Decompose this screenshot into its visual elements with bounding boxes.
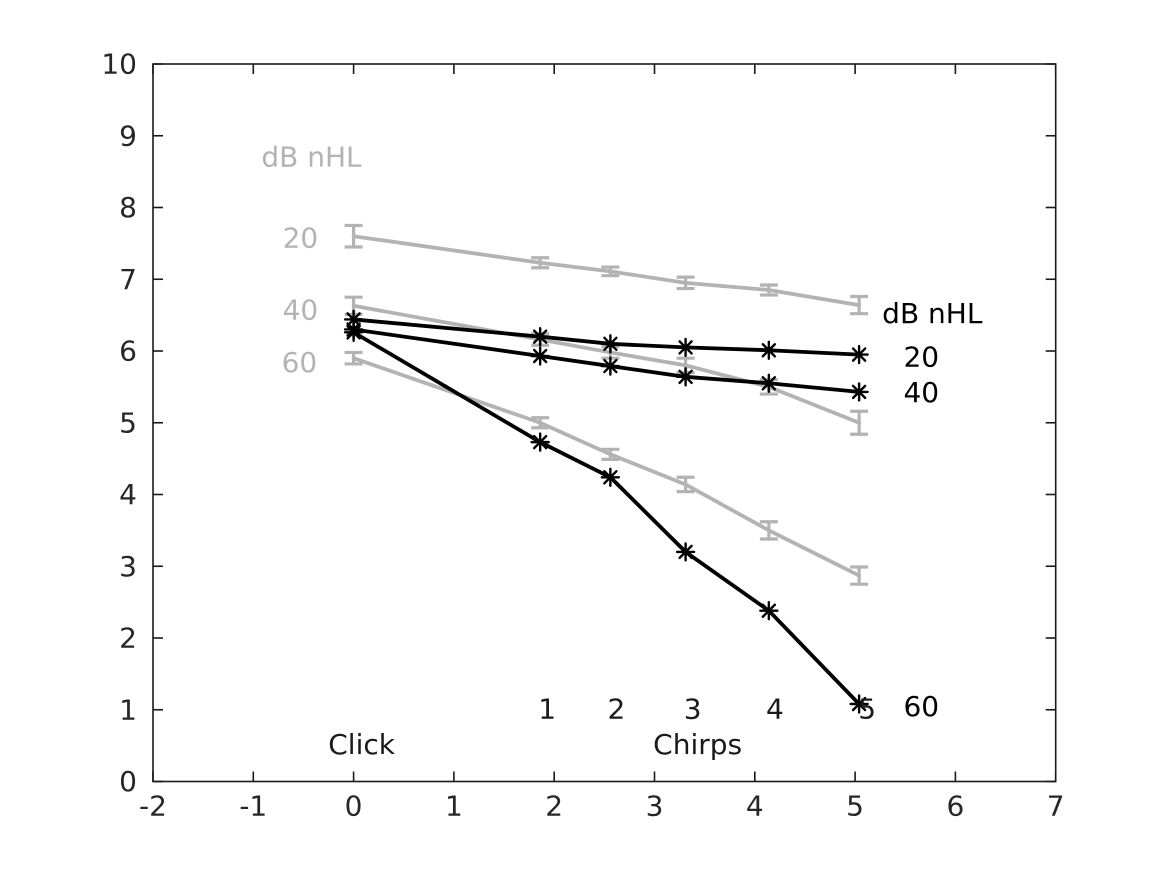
series-line (351, 327, 862, 394)
asterisk-marker (759, 373, 779, 393)
asterisk-spoke (857, 384, 867, 394)
annotation-chirp-number-1: 1 (538, 692, 556, 725)
annotation-black-label-40: 40 (903, 376, 939, 409)
asterisk-spoke (684, 544, 693, 554)
x-tick-label: -2 (139, 790, 167, 823)
series-black-60-dB-nHL (343, 322, 869, 714)
annotation-chirp-number-3: 3 (684, 692, 702, 725)
asterisk-spoke (767, 376, 777, 385)
asterisk-spoke (609, 470, 618, 479)
asterisk-marker (343, 322, 364, 343)
y-tick-label: 0 (119, 765, 137, 798)
asterisk-marker (600, 334, 621, 354)
asterisk-marker (530, 346, 550, 366)
series-line (351, 356, 862, 578)
series-line (351, 317, 862, 357)
annotation-black-label-20: 20 (903, 341, 939, 374)
series-line (351, 234, 862, 307)
asterisk-spoke (609, 358, 618, 368)
asterisk-spoke (767, 603, 777, 612)
annotation-black-label-60: 60 (903, 690, 939, 723)
asterisk-spoke (684, 369, 693, 379)
asterisk-spoke (352, 325, 361, 334)
asterisk-marker (600, 356, 621, 376)
asterisk-marker (675, 367, 696, 387)
asterisk-spoke (857, 347, 867, 356)
asterisk-marker (759, 340, 779, 360)
y-tick-label: 3 (119, 550, 137, 583)
asterisk-spoke (538, 434, 548, 444)
annotation-click-label: Click (328, 728, 396, 761)
y-tick-label: 5 (119, 406, 137, 439)
asterisk-marker (530, 326, 550, 347)
x-tick-label: 3 (646, 790, 664, 823)
annotation-gray-label-40: 40 (283, 293, 319, 326)
series-gray-20-dB-nHL (344, 223, 869, 316)
y-tick-label: 6 (119, 335, 137, 368)
asterisk-marker (849, 694, 869, 714)
asterisk-spoke (538, 329, 548, 338)
annotation-chirp-number-5: 5 (858, 692, 876, 725)
y-tick-label: 2 (119, 622, 137, 655)
x-tick-label: 1 (445, 790, 463, 823)
y-tick-label: 7 (119, 263, 137, 296)
series-black-40-dB-nHL (343, 319, 869, 402)
x-tick-label: 7 (1047, 790, 1065, 823)
x-tick-label: 6 (946, 790, 964, 823)
asterisk-spoke (767, 343, 777, 352)
asterisk-spoke (684, 340, 693, 349)
annotation-chirp-number-2: 2 (607, 692, 625, 725)
annotation-black-legend-title: dB nHL (882, 297, 983, 330)
x-tick-label: 2 (545, 790, 563, 823)
y-tick-label: 8 (119, 191, 137, 224)
asterisk-marker (759, 601, 779, 621)
series-gray-60-dB-nHL (344, 350, 869, 586)
annotation-gray-legend-title: dB nHL (261, 141, 362, 174)
asterisk-spoke (857, 696, 867, 706)
asterisk-marker (600, 467, 621, 487)
asterisk-marker (530, 432, 550, 452)
asterisk-marker (675, 542, 696, 562)
x-tick-label: -1 (239, 790, 267, 823)
y-tick-label: 1 (119, 693, 137, 726)
annotation-gray-label-60: 60 (282, 346, 318, 379)
y-tick-label: 4 (119, 478, 137, 511)
y-tick-label: 9 (119, 119, 137, 152)
asterisk-marker (675, 337, 696, 358)
x-tick-label: 4 (746, 790, 764, 823)
series-line (351, 330, 862, 706)
asterisk-spoke (538, 348, 548, 358)
asterisk-marker (849, 382, 869, 402)
x-tick-label: 5 (846, 790, 864, 823)
y-tick-label: 10 (101, 48, 137, 81)
annotation-gray-label-20: 20 (283, 222, 319, 255)
asterisk-spoke (609, 336, 618, 346)
asterisk-marker (849, 344, 869, 365)
annotation-chirps-label: Chirps (653, 728, 742, 761)
x-tick-label: 0 (345, 790, 363, 823)
annotation-chirp-number-4: 4 (766, 692, 784, 725)
asterisk-spoke (352, 312, 361, 321)
